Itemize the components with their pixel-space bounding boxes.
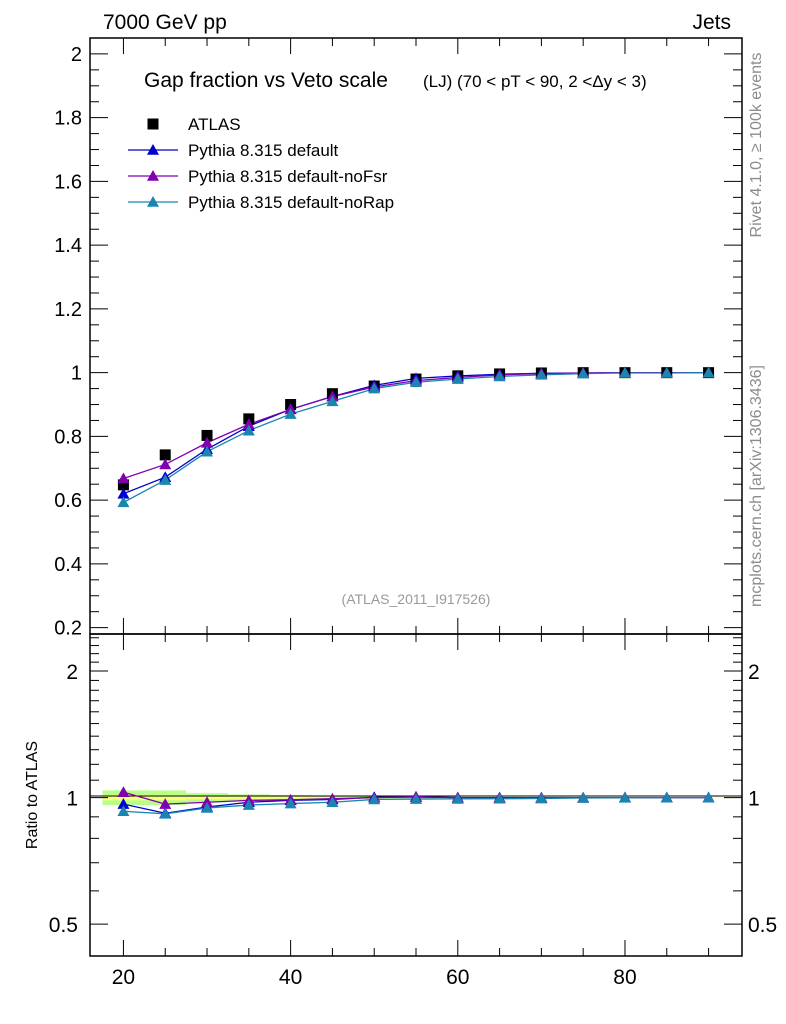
- ratio-point-noRap: [660, 791, 673, 803]
- ratio-point-noRap: [618, 791, 631, 803]
- main-ytick-label: 1.4: [54, 235, 82, 257]
- band-inner: [102, 794, 145, 801]
- data-point-noRap: [535, 368, 548, 380]
- ratio-point-noFsr: [201, 796, 214, 808]
- ratio-point-noRap: [702, 791, 715, 803]
- main-panel: 0.2 0.4 0.6 0.8 1 1.2 1.4 1.6 1.8 2 Gap fraction …: [54, 37, 743, 640]
- xtick-label: 60: [446, 966, 469, 989]
- ratio-point-noFsr: [117, 786, 130, 798]
- series-line-noFsr: [123, 372, 709, 480]
- ratio-point-noRap: [201, 801, 214, 813]
- data-point-noRap: [451, 373, 464, 384]
- legend-marker-noRap: [147, 196, 159, 207]
- chart-title: Gap fraction vs Veto scale: [144, 69, 388, 92]
- ratio-point-noRap: [577, 791, 590, 803]
- main-ytick-label: 1: [71, 363, 82, 385]
- data-point-noRap: [117, 496, 130, 508]
- main-ytick-label: 0.2: [54, 618, 82, 640]
- collision-label: 7000 GeV pp: [103, 11, 227, 34]
- data-point-noFsr: [201, 436, 214, 448]
- xtick-label: 80: [613, 966, 636, 989]
- legend-marker-noFsr: [147, 170, 159, 181]
- legend-label-noFsr: Pythia 8.315 default-noFsr: [188, 167, 388, 186]
- ratio-ytick-label-right: 2: [748, 661, 760, 684]
- ratio-point-noRap: [493, 792, 506, 804]
- chart-title-suffix: (LJ) (70 < pT < 90, 2 <Δy < 3): [423, 72, 647, 91]
- main-ytick-label: 0.6: [54, 490, 82, 512]
- ratio-point-noRap: [326, 796, 339, 808]
- data-point-noFsr: [117, 472, 130, 484]
- ratio-point-noRap: [535, 792, 548, 804]
- legend: ATLAS Pythia 8.315 default Pythia 8.315 de…: [128, 115, 394, 212]
- data-point-noFsr: [242, 418, 255, 430]
- data-point-noRap: [368, 382, 381, 394]
- data-point-atlas: [117, 479, 129, 491]
- band-inner: [144, 794, 187, 801]
- xtick-label: 40: [279, 966, 302, 989]
- ratio-point-default: [117, 798, 130, 809]
- process-label: Jets: [692, 11, 731, 34]
- ratio-point-noRap: [410, 793, 422, 804]
- ratio-point-noRap: [284, 797, 297, 809]
- ratio-ytick-label: 0.5: [49, 914, 78, 937]
- analysis-label: (ATLAS_2011_I917526): [342, 591, 491, 607]
- ratio-point-noFsr: [159, 798, 172, 809]
- main-axis-ticks: 0.2 0.4 0.6 0.8 1 1.2 1.4 1.6 1.8 2: [54, 38, 742, 640]
- ratio-frame: [89, 633, 743, 957]
- ratio-axis-ticks: 0.5 0.5 1 1 2 2 20 40 60 80: [49, 634, 777, 989]
- data-point-noRap: [159, 474, 172, 485]
- main-ytick-label: 1.8: [54, 108, 82, 130]
- legend-label-noRap: Pythia 8.315 default-noRap: [188, 193, 394, 212]
- data-point-noRap: [618, 366, 631, 378]
- data-point-noRap: [242, 424, 255, 436]
- legend-label-atlas: ATLAS: [188, 115, 241, 134]
- data-point-noRap: [660, 366, 673, 378]
- data-point-noRap: [493, 370, 506, 382]
- data-point-noFsr: [159, 458, 172, 470]
- xtick-label: 20: [112, 966, 135, 989]
- data-point-atlas: [159, 449, 171, 461]
- main-ytick-label: 0.8: [54, 426, 82, 448]
- data-point-noRap: [702, 366, 715, 378]
- ratio-ytick-label-right: 0.5: [748, 914, 777, 937]
- ratio-point-noRap: [368, 793, 381, 805]
- mcplots-label: mcplots.cern.ch [arXiv:1306.3436]: [748, 365, 765, 607]
- main-ytick-label: 1.6: [54, 171, 82, 193]
- ratio-point-noRap: [242, 799, 255, 810]
- legend-marker-default: [147, 144, 159, 155]
- ratio-point-noRap: [117, 805, 130, 817]
- ratio-ytick-label-right: 1: [748, 788, 760, 811]
- data-point-noRap: [577, 367, 590, 379]
- ratio-ytick-label: 2: [66, 661, 78, 684]
- ratio-series-markers: [117, 786, 715, 819]
- ratio-ylabel: Ratio to ATLAS: [24, 741, 41, 849]
- main-series-markers: [117, 366, 715, 508]
- main-ytick-label: 1.2: [54, 299, 82, 321]
- legend-label-default: Pythia 8.315 default: [188, 141, 339, 160]
- data-point-noRap: [201, 445, 214, 457]
- ratio-panel: 0.5 0.5 1 1 2 2 20 40 60 80 Ratio to ATLAS: [24, 633, 777, 989]
- ratio-point-noRap: [159, 807, 172, 819]
- ratio-ytick-label: 1: [66, 788, 78, 811]
- main-ytick-label: 0.4: [54, 554, 82, 576]
- data-point-noRap: [410, 376, 422, 388]
- ratio-point-noRap: [451, 792, 464, 804]
- data-point-atlas: [201, 429, 213, 441]
- data-point-default: [117, 487, 130, 499]
- main-ytick-label: 2: [71, 44, 82, 66]
- data-point-noRap: [326, 395, 339, 407]
- rivet-label: Rivet 4.1.0, ≥ 100k events: [748, 53, 765, 238]
- data-point-noRap: [284, 408, 297, 419]
- legend-marker-atlas: [147, 118, 159, 130]
